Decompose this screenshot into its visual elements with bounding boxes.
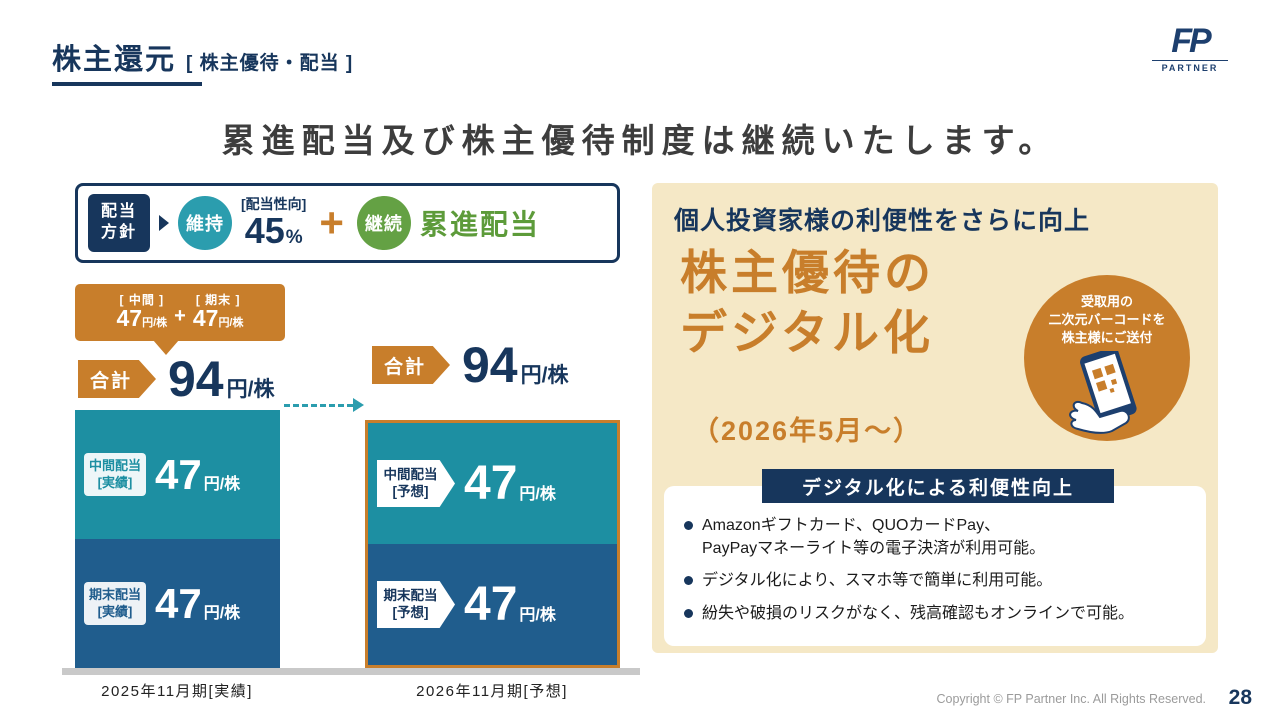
bullet-item: Amazonギフトカード、QUOカードPay、 PayPayマネーライト等の電子…	[684, 514, 1192, 560]
segment-value: 47	[464, 456, 518, 510]
segment-unit: 円/株	[203, 475, 241, 493]
page-title: 株主還元	[52, 44, 177, 76]
segment-value: 47	[464, 577, 518, 631]
chart-baseline	[62, 668, 640, 675]
yearend-value: 47	[192, 305, 219, 332]
yearend-label: [ 期末 ]	[195, 292, 241, 307]
bullet-item: 紛失や破損のリスクがなく、残高確認もオンラインで可能。	[684, 602, 1192, 625]
segment-label-chip: 中間配当 [予想]	[377, 459, 455, 508]
dashed-arrow-line	[284, 403, 353, 407]
segment-yearend-forecast: 期末配当 [予想] 47 円/株	[368, 544, 617, 665]
page-subtitle: [ 株主優待・配当 ]	[186, 53, 354, 74]
payout-ratio-label: [配当性向]	[241, 196, 307, 212]
breakdown-plus-sign: +	[174, 305, 186, 327]
payout-ratio-value: 45	[244, 210, 285, 251]
payout-ratio: [配当性向] 45%	[241, 197, 306, 249]
segment-label-chip: 期末配当 [予想]	[377, 580, 455, 629]
logo-wordmark: PARTNER	[1152, 60, 1228, 73]
interim-label: [ 中間 ]	[119, 292, 165, 307]
segment-yearend-actual: 期末配当 [実績] 47 円/株	[75, 539, 280, 668]
fp-partner-logo: FP PARTNER	[1152, 24, 1228, 73]
axis-label-2026: 2026年11月期[予想]	[416, 683, 568, 700]
segment-label-chip: 期末配当 [実績]	[84, 582, 146, 625]
bullet-dot-icon	[684, 521, 693, 530]
yearend-unit: 円/株	[218, 317, 244, 330]
bullet-text: 紛失や破損のリスクがなく、残高確認もオンラインで可能。	[702, 604, 1135, 622]
bullet-dot-icon	[684, 576, 693, 586]
dashed-arrow-head	[353, 398, 364, 412]
bar-2025-actual: 中間配当 [実績] 47 円/株 期末配当 [実績] 47 円/株	[75, 410, 280, 668]
segment-unit: 円/株	[519, 485, 556, 503]
bullet-item: デジタル化により、スマホ等で簡単に利用可能。	[684, 569, 1192, 592]
copyright-text: Copyright © FP Partner Inc. All Rights R…	[936, 692, 1206, 706]
qr-delivery-text: 受取用の 二次元バーコードを 株主様にご送付	[1048, 294, 1166, 346]
qr-delivery-badge: 受取用の 二次元バーコードを 株主様にご送付	[1024, 275, 1190, 441]
policy-tag: 配当 方針	[88, 194, 150, 252]
panel-title-line1: 株主優待の	[680, 246, 935, 299]
total-actual: 合計 94 円/株	[78, 354, 274, 404]
dashed-arrow-icon	[284, 398, 364, 412]
interim-dividend: [ 中間 ] 47円/株	[117, 294, 168, 331]
title-underline	[52, 82, 202, 86]
digitalization-ribbon: デジタル化による利便性向上	[762, 469, 1114, 503]
segment-value: 47	[155, 450, 202, 498]
total-forecast-value: 94	[462, 337, 518, 393]
segment-interim-actual: 中間配当 [実績] 47 円/株	[75, 410, 280, 539]
payout-ratio-unit: %	[285, 227, 303, 248]
header: 株主還元 [ 株主優待・配当 ]	[52, 36, 353, 78]
smartphone-hand-illustration	[1069, 351, 1137, 434]
segment-interim-forecast: 中間配当 [予想] 47 円/株	[368, 423, 617, 544]
dividend-policy-box: 配当 方針 維持 [配当性向] 45% + 継続 累進配当	[75, 183, 620, 263]
panel-heading: 個人投資家様の利便性をさらに向上	[674, 207, 1091, 235]
segment-label-chip: 中間配当 [実績]	[84, 453, 146, 496]
bar-2026-forecast: 中間配当 [予想] 47 円/株 期末配当 [予想] 47 円/株	[365, 420, 620, 668]
dividend-breakdown-box: [ 中間 ] 47円/株 + [ 期末 ] 47円/株	[75, 284, 285, 355]
total-forecast-unit: 円/株	[520, 364, 569, 387]
segment-value: 47	[155, 579, 202, 627]
segment-unit: 円/株	[203, 604, 241, 622]
bullet-dot-icon	[684, 608, 693, 618]
total-actual-value: 94	[168, 351, 224, 407]
total-arrow-label: 合計	[372, 346, 450, 384]
panel-start-date: （2026年5月～）	[692, 416, 923, 446]
page-number: 28	[1228, 686, 1252, 709]
yearend-dividend: [ 期末 ] 47円/株	[193, 294, 244, 331]
total-arrow-label: 合計	[78, 360, 156, 398]
total-forecast: 合計 94 円/株	[372, 340, 568, 390]
bullet-text: デジタル化により、スマホ等で簡単に利用可能。	[702, 572, 1053, 590]
panel-title-line2: デジタル化	[680, 306, 935, 359]
plus-sign: +	[319, 199, 344, 246]
shareholder-benefit-panel: 個人投資家様の利便性をさらに向上 株主優待の デジタル化 （2026年5月～） …	[652, 183, 1218, 653]
axis-label-2025: 2025年11月期[実績]	[101, 683, 253, 700]
policy-arrow-icon	[159, 215, 169, 231]
progressive-dividend-label: 累進配当	[419, 209, 540, 240]
interim-value: 47	[116, 305, 143, 332]
bullet-text: Amazonギフトカード、QUOカードPay、 PayPayマネーライト等の電子…	[702, 517, 1046, 558]
continue-badge: 継続	[356, 196, 411, 250]
logo-mark: FP	[1171, 22, 1211, 60]
headline: 累進配当及び株主優待制度は継続いたします。	[221, 122, 1059, 159]
total-actual-unit: 円/株	[226, 378, 275, 401]
maintain-badge: 維持	[178, 196, 232, 250]
interim-unit: 円/株	[142, 317, 168, 330]
segment-unit: 円/株	[519, 606, 556, 624]
benefit-bullet-box: Amazonギフトカード、QUOカードPay、 PayPayマネーライト等の電子…	[664, 486, 1206, 646]
